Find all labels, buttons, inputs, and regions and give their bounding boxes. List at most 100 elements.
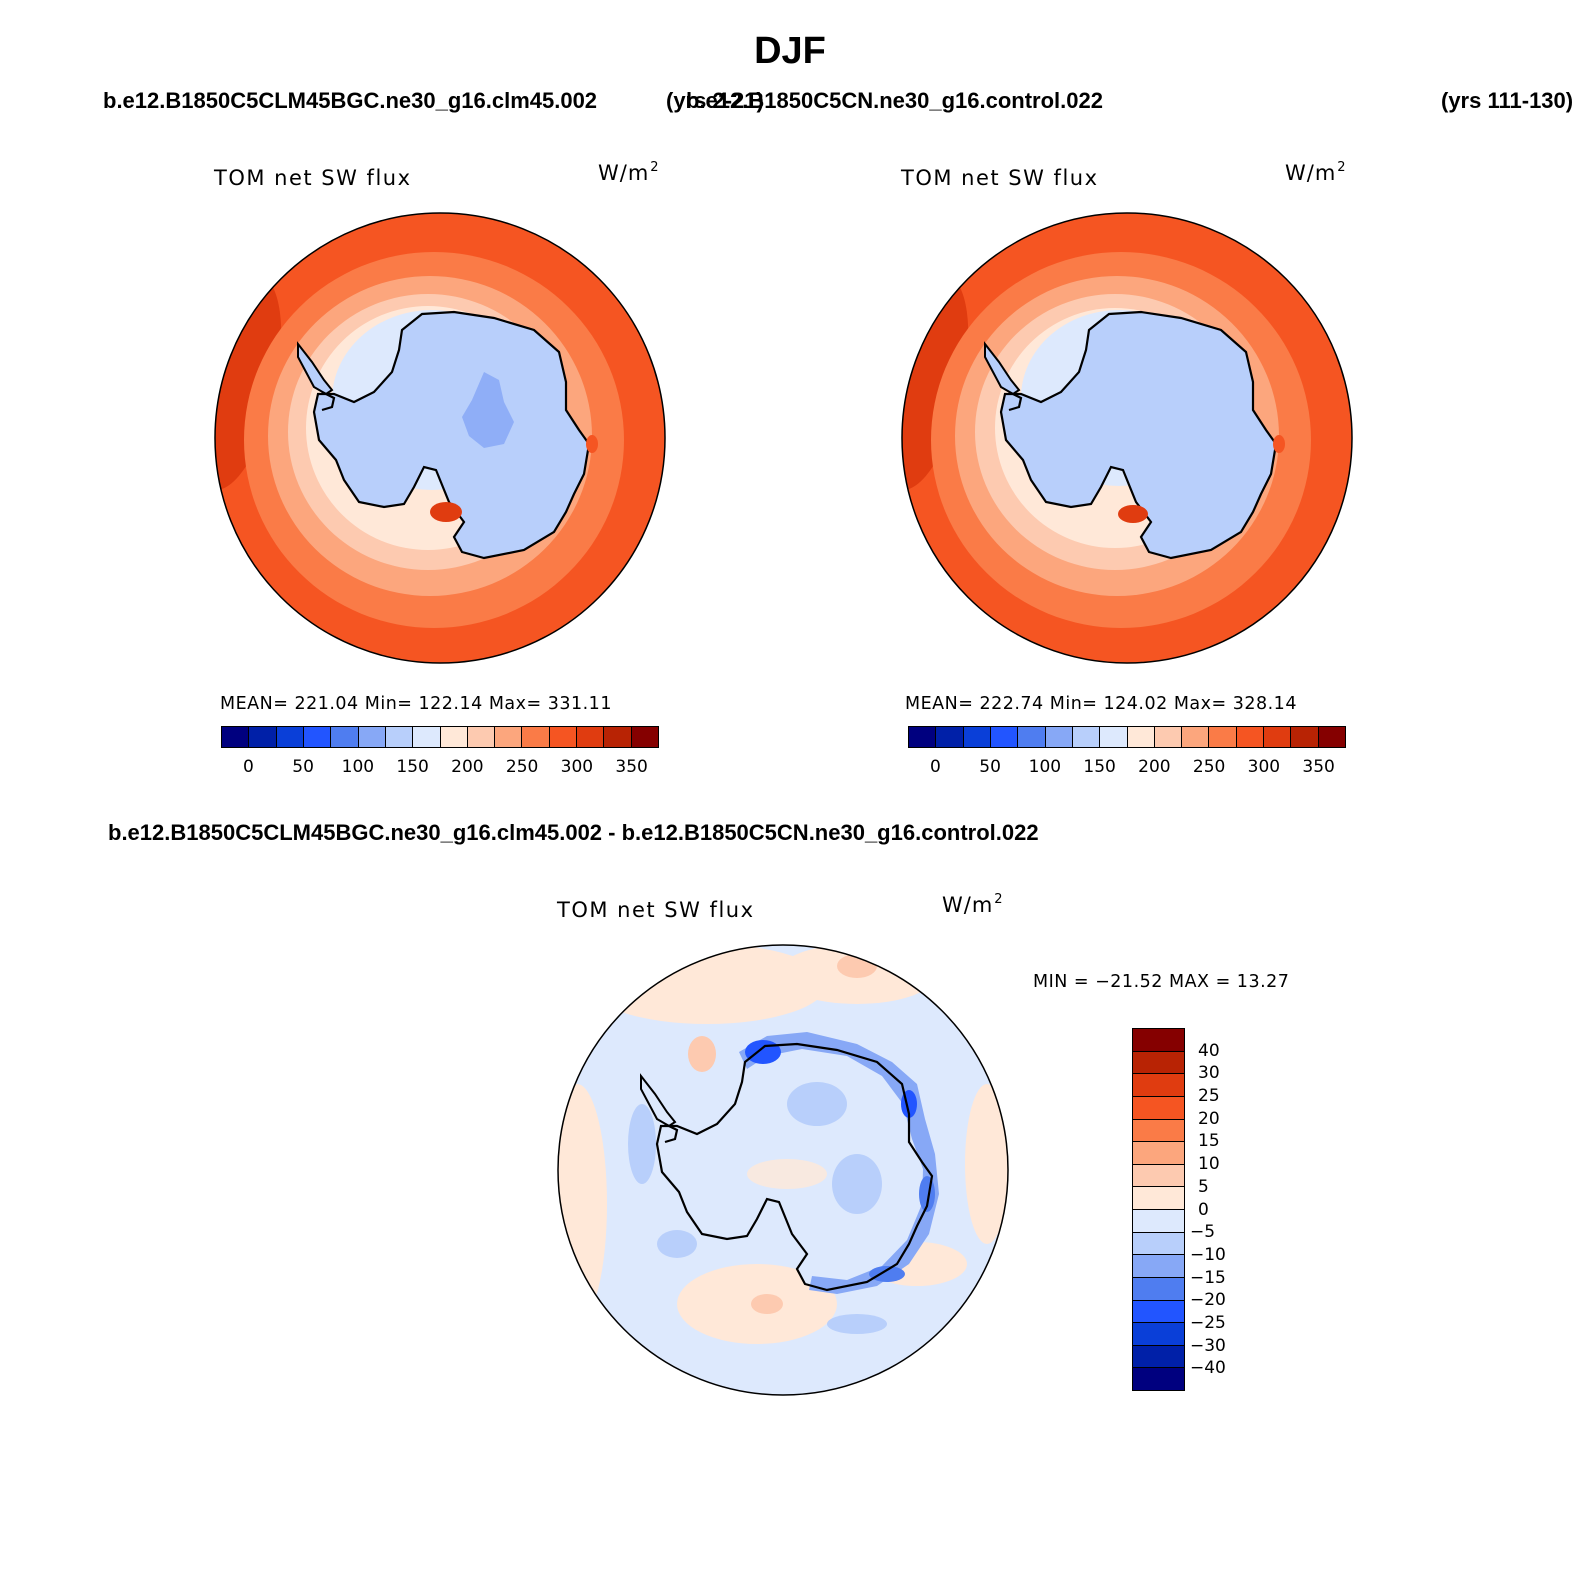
right-colorbar-tick-label: 0: [929, 757, 941, 777]
diff-colorbar-swatch: [1133, 1209, 1184, 1232]
right-colorbar-tick-label: 200: [1138, 757, 1171, 777]
diff-colorbar-labels: 40 30 25 20 15 10 5 0 −5 −10 −15 −20 −25 −30 −40: [1190, 1028, 1260, 1391]
right-colorbar-swatch: [1317, 727, 1345, 747]
diff-colorbar-tick-label: −5: [1190, 1222, 1216, 1243]
main-title: DJF: [754, 30, 826, 72]
left-colorbar-swatch: [439, 727, 467, 747]
diff-colorbar-swatch: [1133, 1029, 1184, 1051]
diff-colorbar-tick-label: −15: [1190, 1267, 1226, 1288]
left-colorbar-tick-label: 150: [396, 757, 429, 777]
left-case-years: (yrs 2-21): [666, 88, 764, 113]
diff-colorbar-tick-label: 40: [1198, 1040, 1220, 1061]
left-case-title: b.e12.B1850C5CLM45BGC.ne30_g16.clm45.002: [103, 88, 598, 113]
diff-polar-map: [557, 944, 1009, 1396]
right-case-years: (yrs 111-130): [1441, 88, 1574, 113]
right-colorbar-swatch: [909, 727, 936, 747]
diff-colorbar-swatch: [1133, 1163, 1184, 1187]
diff-colorbar-swatch: [1133, 1050, 1184, 1074]
left-colorbar-swatch: [384, 727, 413, 747]
diff-colorbar-tick-label: 0: [1198, 1199, 1209, 1220]
right-panel-title: TOM net SW flux: [901, 166, 1099, 190]
diff-colorbar-tick-label: −25: [1190, 1312, 1226, 1333]
right-colorbar-swatch: [1044, 727, 1072, 747]
diff-colorbar-tick-label: −10: [1190, 1244, 1226, 1265]
diff-panel-units: W/m2: [942, 892, 1004, 917]
right-colorbar-tick-label: 350: [1302, 757, 1335, 777]
left-panel-title: TOM net SW flux: [214, 166, 412, 190]
right-colorbar-tick-label: 100: [1028, 757, 1062, 777]
right-colorbar-swatch: [1263, 727, 1291, 747]
right-colorbar: [908, 726, 1346, 748]
right-polar-map: [901, 212, 1353, 664]
left-panel-units: W/m2: [598, 160, 660, 185]
right-colorbar-tick-label: 300: [1247, 757, 1281, 777]
left-colorbar-tick-label: 0: [242, 757, 254, 777]
left-colorbar-swatch: [521, 727, 549, 747]
right-colorbar-swatch: [1017, 727, 1045, 747]
right-colorbar-swatch: [1208, 727, 1236, 747]
right-colorbar-tick-label: 50: [979, 757, 1001, 777]
left-colorbar-swatch: [275, 727, 303, 747]
left-colorbar-tick-label: 350: [615, 757, 648, 777]
left-colorbar-swatch: [494, 727, 522, 747]
diff-colorbar-swatch: [1133, 1186, 1184, 1209]
left-colorbar-swatch: [603, 727, 631, 747]
left-colorbar-swatch: [630, 727, 658, 747]
diff-colorbar-swatch: [1133, 1118, 1184, 1142]
right-colorbar-swatch: [1099, 727, 1127, 747]
diff-colorbar-tick-label: 5: [1198, 1176, 1209, 1197]
diff-colorbar-swatch: [1133, 1231, 1184, 1255]
diff-colorbar-tick-label: −40: [1190, 1358, 1226, 1379]
right-colorbar-swatch: [1071, 727, 1100, 747]
diff-colorbar-tick-label: 20: [1198, 1108, 1220, 1129]
diff-panel-title: TOM net SW flux: [557, 898, 755, 922]
left-colorbar-swatch: [576, 727, 604, 747]
left-colorbar-swatch: [330, 727, 358, 747]
left-colorbar-tick-label: 100: [341, 757, 375, 777]
diff-colorbar-tick-label: 25: [1198, 1086, 1220, 1107]
right-colorbar-swatch: [935, 727, 963, 747]
left-colorbar-swatch: [222, 727, 249, 747]
right-colorbar-swatch: [1235, 727, 1264, 747]
diff-colorbar-tick-label: 15: [1198, 1131, 1220, 1152]
diff-colorbar-swatch: [1133, 1344, 1184, 1368]
diff-colorbar-tick-label: −30: [1190, 1335, 1226, 1356]
left-colorbar-tick-label: 50: [292, 757, 314, 777]
diff-colorbar: [1132, 1028, 1185, 1391]
diff-colorbar-swatch: [1133, 1254, 1184, 1277]
right-colorbar-swatch: [1153, 727, 1182, 747]
right-colorbar-swatch: [989, 727, 1018, 747]
left-colorbar-swatch: [248, 727, 276, 747]
left-colorbar-swatch: [412, 727, 440, 747]
diff-colorbar-swatch: [1133, 1276, 1184, 1300]
diff-colorbar-tick-label: −20: [1190, 1290, 1226, 1311]
diff-case-title: b.e12.B1850C5CLM45BGC.ne30_g16.clm45.002…: [108, 820, 1039, 845]
diff-colorbar-tick-label: 10: [1198, 1154, 1220, 1175]
right-colorbar-swatch: [1181, 727, 1209, 747]
right-colorbar-swatch: [962, 727, 990, 747]
right-colorbar-swatch: [1290, 727, 1318, 747]
left-panel-stats: MEAN= 221.04 Min= 122.14 Max= 331.11: [220, 694, 612, 714]
diff-colorbar-swatch: [1133, 1073, 1184, 1096]
diff-colorbar-swatch: [1133, 1322, 1184, 1345]
diff-colorbar-swatch: [1133, 1095, 1184, 1119]
left-colorbar-swatch: [357, 727, 385, 747]
right-case-title: b.e12.B1850C5CN.ne30_g16.control.022: [686, 88, 1103, 113]
right-colorbar-labels: 0 50 100 150 200 250 300 350: [908, 757, 1346, 779]
diff-panel-stats: MIN = −21.52 MAX = 13.27: [1033, 972, 1290, 992]
right-colorbar-tick-label: 250: [1192, 757, 1226, 777]
diff-colorbar-tick-label: 30: [1198, 1063, 1220, 1084]
left-colorbar-swatch: [548, 727, 577, 747]
left-colorbar-labels: 0 50 100 150 200 250 300 350: [221, 757, 659, 779]
left-colorbar-tick-label: 250: [505, 757, 539, 777]
right-panel-stats: MEAN= 222.74 Min= 124.02 Max= 328.14: [905, 694, 1297, 714]
left-colorbar-swatch: [466, 727, 495, 747]
left-colorbar-swatch: [302, 727, 331, 747]
diff-colorbar-swatch: [1133, 1367, 1184, 1390]
left-colorbar-tick-label: 200: [451, 757, 484, 777]
right-colorbar-tick-label: 150: [1083, 757, 1116, 777]
right-colorbar-swatch: [1126, 727, 1154, 747]
diff-colorbar-swatch: [1133, 1141, 1184, 1164]
diff-colorbar-swatch: [1133, 1299, 1184, 1323]
left-colorbar-tick-label: 300: [560, 757, 594, 777]
